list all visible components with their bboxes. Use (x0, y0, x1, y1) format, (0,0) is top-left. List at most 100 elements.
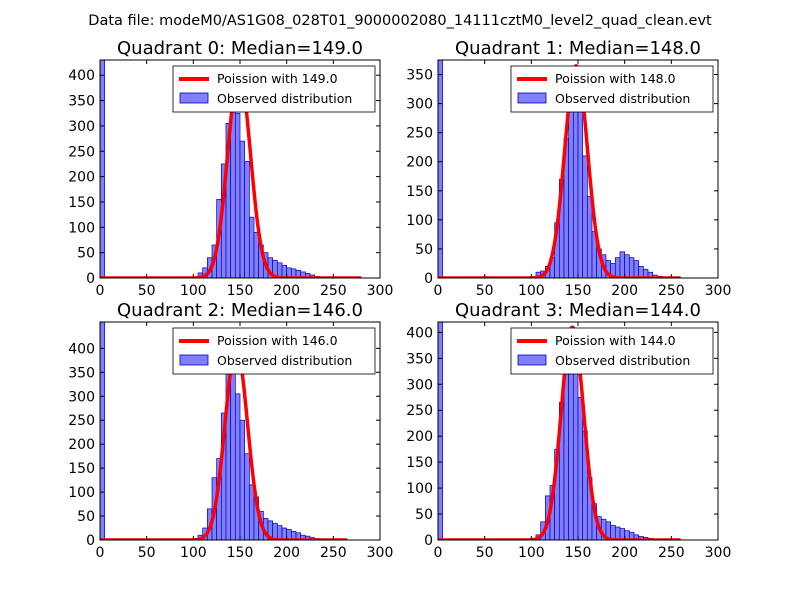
histogram-bar (614, 257, 621, 278)
chart-quadrant-3: 0 50 100 150 200 250 300 0 50 100 150 200 250 300 350 4… (406, 300, 731, 561)
histogram-bar (628, 257, 635, 278)
y-tick-label: 400 (68, 68, 95, 84)
histogram-bar (100, 60, 106, 278)
y-tick-label: 50 (415, 242, 433, 258)
legend: Poission with 149.0 Observed distribution (172, 65, 376, 113)
y-tick-label: 350 (68, 94, 95, 110)
poisson-curve (438, 64, 682, 278)
x-tick-label: 300 (705, 283, 732, 299)
histogram-bar (244, 161, 250, 278)
y-tick-label: 250 (406, 126, 433, 142)
poisson-curve (100, 346, 349, 540)
y-tick-label: 100 (406, 481, 433, 497)
legend-label-observed: Observed distribution (555, 353, 690, 368)
y-tick-label: 150 (406, 455, 433, 471)
histogram-bar (281, 527, 288, 540)
histogram-bars (100, 322, 334, 540)
x-tick-label: 100 (518, 545, 545, 561)
x-tick-label: 250 (320, 545, 347, 561)
legend-box (510, 327, 714, 375)
x-tick-label: 300 (705, 545, 732, 561)
histogram-bar (276, 525, 283, 540)
histogram-bar (438, 322, 444, 540)
y-tick-label: 50 (77, 246, 95, 262)
legend: Poission with 146.0 Observed distribution (172, 327, 376, 375)
y-tick-label: 200 (68, 437, 95, 453)
legend-box (172, 65, 376, 113)
x-tick-label: 0 (434, 283, 443, 299)
poisson-curve (438, 325, 682, 540)
histogram-bar (248, 484, 255, 540)
histogram-bar (100, 322, 106, 540)
histogram-bar (239, 140, 246, 278)
histogram-bar (438, 60, 444, 278)
x-tick-label: 50 (138, 283, 156, 299)
histogram-bar (230, 371, 236, 540)
figure-suptitle: Data file: modeM0/AS1G08_028T01_90000020… (88, 13, 712, 29)
y-tick-label: 300 (68, 389, 95, 405)
histogram-bar (572, 85, 579, 278)
x-tick-label: 100 (180, 283, 207, 299)
chart-quadrant-0: 0 50 100 150 200 250 300 0 50 100 150 200 250 300 350 4… (68, 38, 393, 299)
y-tick-label: 400 (406, 325, 433, 341)
x-tick-label: 300 (367, 545, 394, 561)
y-tick-label: 250 (68, 413, 95, 429)
x-tick-label: 250 (320, 283, 347, 299)
y-tick-label: 200 (406, 155, 433, 171)
chart-quadrant-1: 0 50 100 150 200 250 300 0 50 100 150 200 250 300 350 Q… (406, 38, 731, 299)
legend-box (510, 65, 714, 113)
legend-label-poisson: Poission with 149.0 (217, 71, 338, 86)
x-tick-label: 200 (273, 545, 300, 561)
y-tick-label: 0 (86, 533, 95, 549)
histogram-bar (619, 251, 626, 278)
legend-label-observed: Observed distribution (217, 91, 352, 106)
y-tick-label: 150 (406, 184, 433, 200)
x-tick-label: 150 (227, 283, 254, 299)
histogram-bar (234, 393, 241, 540)
x-tick-label: 0 (434, 545, 443, 561)
x-tick-label: 250 (658, 283, 685, 299)
histogram-bar (568, 352, 574, 540)
y-tick-label: 100 (68, 220, 95, 236)
legend-label-poisson: Poission with 144.0 (555, 333, 676, 348)
y-tick-label: 300 (406, 97, 433, 113)
y-tick-label: 50 (415, 507, 433, 523)
y-tick-label: 200 (68, 170, 95, 186)
x-tick-label: 0 (96, 283, 105, 299)
x-tick-label: 150 (565, 545, 592, 561)
histogram-bar (234, 112, 241, 278)
x-tick-label: 50 (476, 545, 494, 561)
chart-title: Quadrant 1: Median=148.0 (455, 38, 701, 59)
poisson-curve (100, 70, 363, 278)
x-tick-label: 250 (658, 545, 685, 561)
legend-label-observed: Observed distribution (217, 353, 352, 368)
x-tick-label: 150 (227, 545, 254, 561)
histogram-bar (239, 419, 246, 540)
chart-title: Quadrant 3: Median=144.0 (455, 300, 701, 321)
y-tick-label: 350 (406, 351, 433, 367)
chart-title: Quadrant 0: Median=149.0 (117, 38, 363, 59)
x-tick-label: 200 (273, 283, 300, 299)
legend-label-observed: Observed distribution (555, 91, 690, 106)
histogram-bar (614, 526, 621, 540)
x-tick-label: 50 (138, 545, 156, 561)
y-tick-label: 200 (406, 429, 433, 445)
x-tick-label: 100 (180, 545, 207, 561)
y-tick-label: 100 (406, 213, 433, 229)
chart-title: Quadrant 2: Median=146.0 (117, 300, 363, 321)
legend-bar-swatch (517, 354, 547, 366)
legend-box (172, 327, 376, 375)
y-tick-label: 300 (68, 119, 95, 135)
y-tick-label: 300 (406, 377, 433, 393)
y-tick-label: 250 (406, 403, 433, 419)
x-tick-label: 200 (611, 283, 638, 299)
histogram-bar (248, 216, 255, 278)
y-tick-label: 0 (424, 533, 433, 549)
y-tick-label: 350 (406, 68, 433, 84)
x-tick-label: 300 (367, 283, 394, 299)
y-tick-label: 0 (86, 271, 95, 287)
legend: Poission with 144.0 Observed distribution (510, 327, 714, 375)
histogram-bar (568, 103, 574, 278)
histogram-bar (633, 260, 640, 278)
